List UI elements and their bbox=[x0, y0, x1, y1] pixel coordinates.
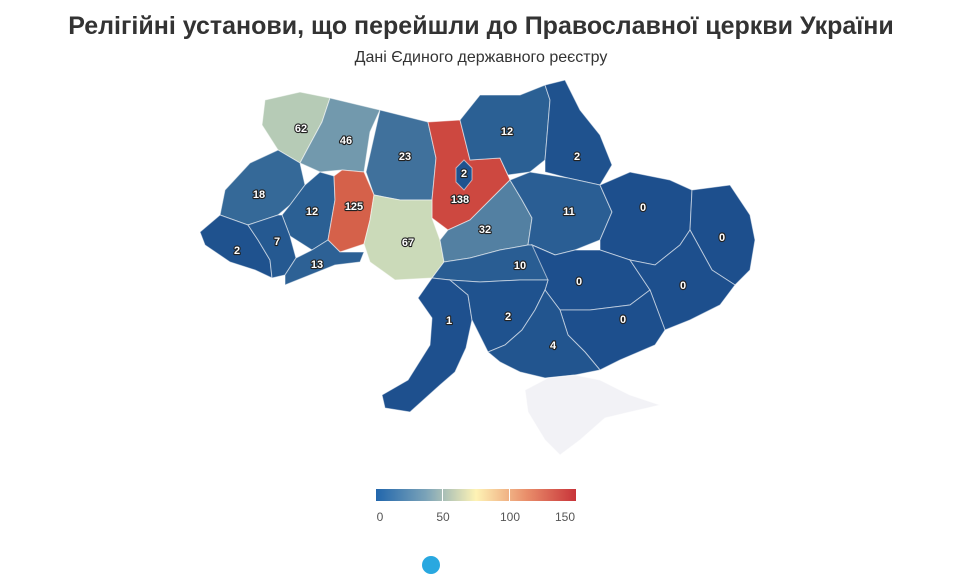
region-khmelnytskyi[interactable] bbox=[327, 169, 375, 253]
region-value-label-poltava: 11 bbox=[563, 206, 575, 218]
region-value-label-lviv: 18 bbox=[253, 189, 265, 201]
legend-tick-line bbox=[442, 489, 443, 501]
region-value-label-zakarpattia: 2 bbox=[234, 245, 240, 257]
chart-subtitle: Дані Єдиного державного реєстру bbox=[354, 49, 608, 66]
region-value-label-chernihiv: 12 bbox=[501, 126, 513, 138]
region-kyiv-city[interactable] bbox=[455, 159, 473, 191]
region-chernivtsi[interactable] bbox=[284, 239, 365, 286]
region-value-label-sumy: 2 bbox=[574, 151, 580, 163]
legend-tick-line bbox=[509, 489, 510, 501]
region-value-label-kyiv-city: 2 bbox=[461, 168, 467, 180]
region-value-label-cherkasy: 32 bbox=[479, 224, 491, 236]
region-crimea[interactable] bbox=[524, 374, 662, 456]
region-value-label-ivano-frankivsk: 7 bbox=[274, 236, 280, 248]
legend-tick-label: 150 bbox=[554, 510, 576, 524]
region-value-label-zhytomyr: 23 bbox=[399, 151, 411, 163]
region-value-label-chernivtsi: 13 bbox=[311, 259, 323, 271]
region-value-label-kharkiv: 0 bbox=[640, 202, 646, 214]
region-value-label-rivne: 46 bbox=[340, 135, 352, 147]
regions-layer bbox=[199, 79, 756, 456]
region-odesa[interactable] bbox=[381, 277, 473, 413]
region-value-label-zaporizhzhia: 0 bbox=[620, 314, 626, 326]
legend-gradient-bar bbox=[376, 489, 576, 501]
legend-tick-label: 50 bbox=[436, 510, 450, 524]
region-value-label-kyiv-oblast: 138 bbox=[451, 194, 469, 206]
region-value-label-mykolaiv: 2 bbox=[505, 311, 511, 323]
legend-tick-label: 0 bbox=[376, 510, 384, 524]
region-value-label-luhansk: 0 bbox=[719, 232, 725, 244]
region-value-label-ternopil: 12 bbox=[306, 206, 318, 218]
region-value-label-khmelnytskyi: 125 bbox=[345, 201, 363, 213]
region-value-label-vinnytsia: 67 bbox=[402, 237, 414, 249]
region-value-label-odesa: 1 bbox=[446, 315, 452, 327]
region-value-label-volyn: 62 bbox=[295, 123, 307, 135]
region-value-label-donetsk: 0 bbox=[680, 280, 686, 292]
chart-title: Релігійні установи, що перейшли до Право… bbox=[68, 12, 894, 40]
legend-tick-label: 100 bbox=[499, 510, 521, 524]
region-value-label-dnipropetrovsk: 0 bbox=[576, 276, 582, 288]
region-rivne[interactable] bbox=[299, 97, 381, 173]
region-value-label-kirovohrad: 10 bbox=[514, 260, 526, 272]
region-sumy[interactable] bbox=[544, 79, 613, 186]
region-kherson[interactable] bbox=[487, 289, 601, 379]
region-value-label-kherson: 4 bbox=[550, 340, 557, 352]
floating-action-icon[interactable] bbox=[422, 556, 440, 574]
